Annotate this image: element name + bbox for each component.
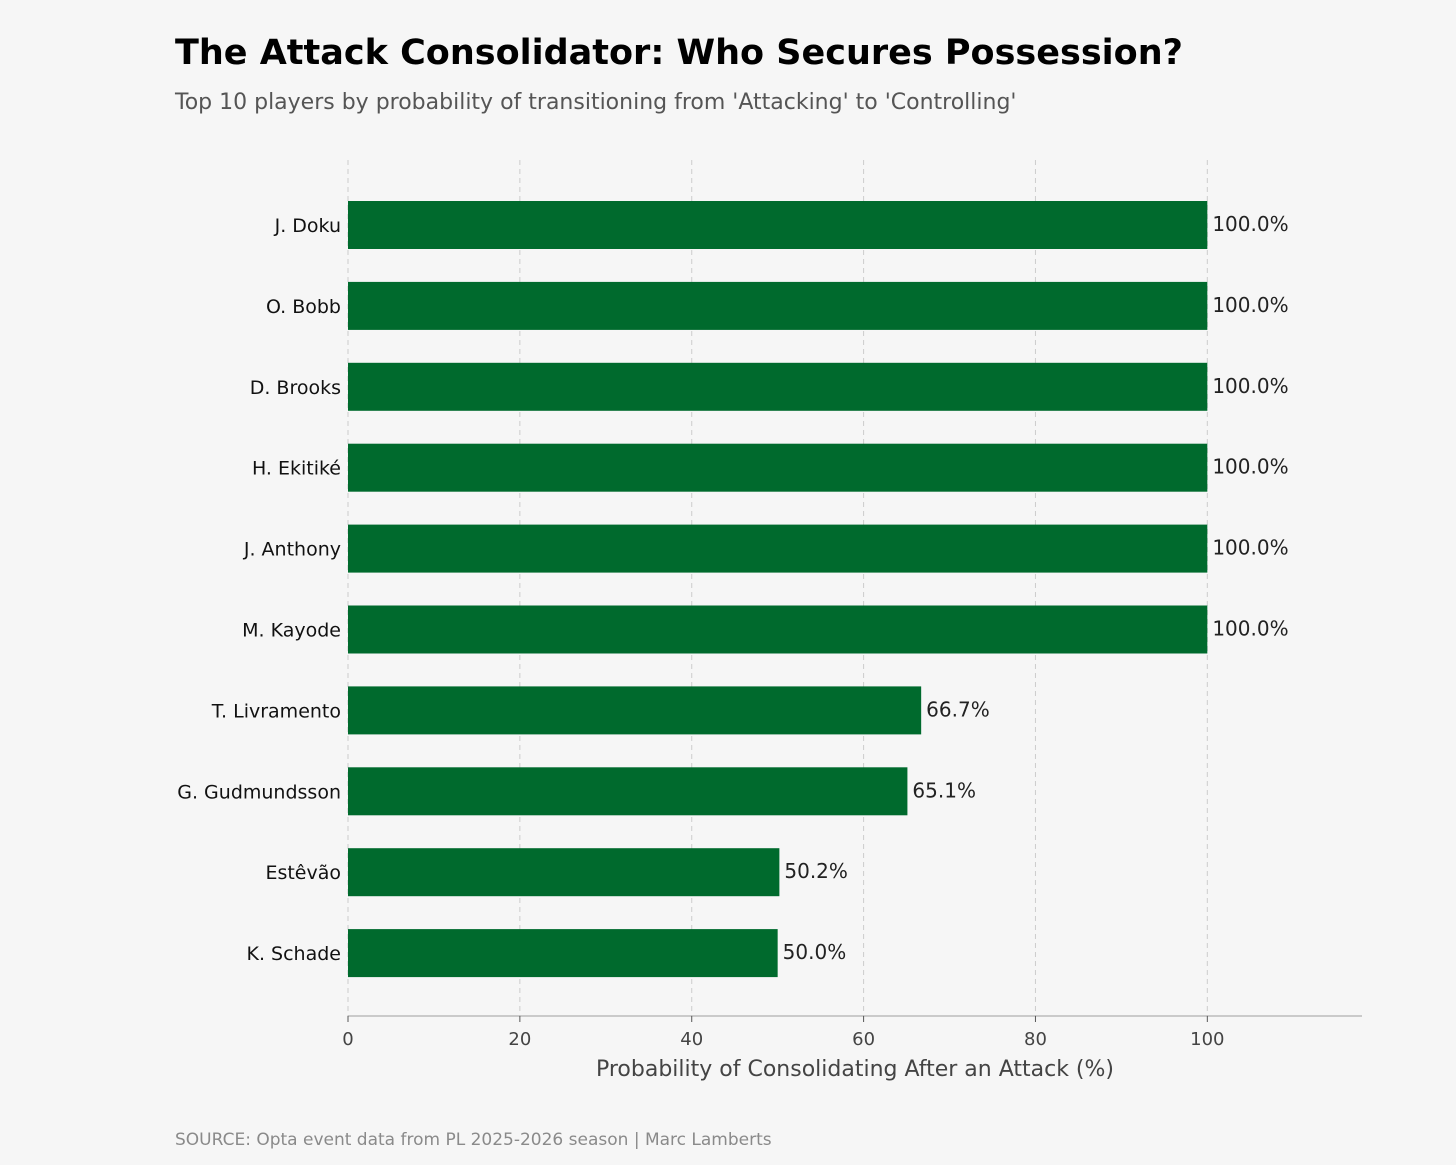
bars	[348, 201, 1208, 978]
chart-title: The Attack Consolidator: Who Secures Pos…	[175, 33, 1183, 73]
category-label-2: D. Brooks	[250, 377, 341, 399]
value-label-7: 65.1%	[912, 778, 976, 802]
bar-6	[348, 686, 922, 735]
value-label-3: 100.0%	[1212, 455, 1288, 479]
category-label-7: G. Gudmundsson	[177, 781, 341, 803]
bar-0	[348, 201, 1208, 249]
category-label-9: K. Schade	[247, 943, 341, 965]
bar-8	[348, 848, 780, 897]
category-label-5: M. Kayode	[242, 620, 341, 642]
category-label-4: J. Anthony	[243, 539, 341, 561]
x-tick-label-1: 20	[508, 1029, 531, 1050]
value-label-4: 100.0%	[1212, 536, 1288, 560]
value-label-1: 100.0%	[1212, 293, 1288, 317]
labels: J. Doku 100.0% O. Bobb 100.0% D. Brooks 100.0…	[177, 212, 1288, 965]
category-label-1: O. Bobb	[266, 296, 341, 318]
x-tick-label-2: 40	[680, 1029, 703, 1050]
category-label-0: J. Doku	[274, 215, 341, 237]
bar-7	[348, 767, 908, 816]
value-label-6: 66.7%	[926, 697, 990, 721]
source-note: SOURCE: Opta event data from PL 2025-202…	[175, 1130, 772, 1150]
bar-1	[348, 281, 1208, 330]
x-tick-label-3: 60	[852, 1029, 875, 1050]
chart-subtitle: Top 10 players by probability of transit…	[175, 90, 1017, 115]
value-label-2: 100.0%	[1212, 374, 1288, 398]
category-label-3: H. Ekitiké	[252, 458, 341, 480]
x-axis-label: Probability of Consolidating After an At…	[596, 1057, 1114, 1082]
value-label-5: 100.0%	[1212, 617, 1288, 641]
x-tick-label-4: 80	[1024, 1029, 1047, 1050]
value-label-8: 50.2%	[784, 859, 848, 883]
bar-3	[348, 443, 1208, 492]
bar-4	[348, 524, 1208, 573]
value-label-9: 50.0%	[783, 940, 847, 964]
x-axis: 0 20 40 60 80 100 Probability of Consolidating…	[342, 1015, 1362, 1082]
x-tick-label-0: 0	[342, 1029, 353, 1050]
bar-2	[348, 362, 1208, 411]
bar-9	[348, 929, 778, 978]
category-label-8: Estêvão	[265, 862, 341, 884]
x-tick-label-5: 100	[1190, 1029, 1224, 1050]
value-label-0: 100.0%	[1212, 212, 1288, 236]
bar-5	[348, 605, 1208, 654]
category-label-6: T. Livramento	[211, 700, 341, 722]
